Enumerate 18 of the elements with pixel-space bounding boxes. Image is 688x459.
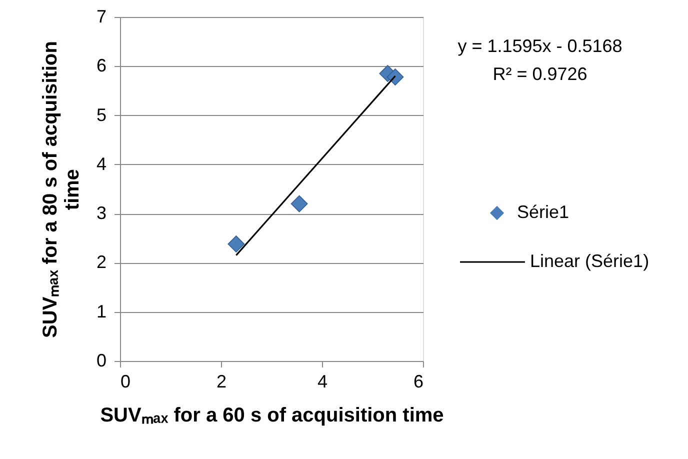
y-tick-label: 6	[96, 56, 106, 76]
text: R² = 0.9726	[492, 64, 588, 84]
x-tick-label: 2	[216, 372, 227, 392]
legend-label: Série1	[517, 202, 570, 222]
y-axis-title: SUVₘₐₓ for a 80 s of acquisition time	[39, 41, 84, 338]
y-tick-label: 4	[96, 154, 106, 174]
y-tick-label: 5	[96, 104, 106, 125]
x-tick-label: 6	[413, 372, 424, 392]
x-tick-label: 0	[120, 372, 131, 392]
x-tick-label: 4	[317, 372, 328, 392]
x-axis-title: SUVₘₐₓ for a 60 s of acquisition time	[100, 404, 444, 426]
legend-label: Linear (Série1)	[530, 251, 650, 271]
y-tick-label: 2	[96, 252, 106, 272]
y-tick-label: 1	[96, 301, 106, 322]
y-tick-label: 3	[96, 203, 106, 224]
y-tick-label: 0	[96, 350, 106, 370]
y-tick-label: 7	[96, 6, 106, 26]
text: y = 1.1595x - 0.5168	[458, 36, 622, 56]
